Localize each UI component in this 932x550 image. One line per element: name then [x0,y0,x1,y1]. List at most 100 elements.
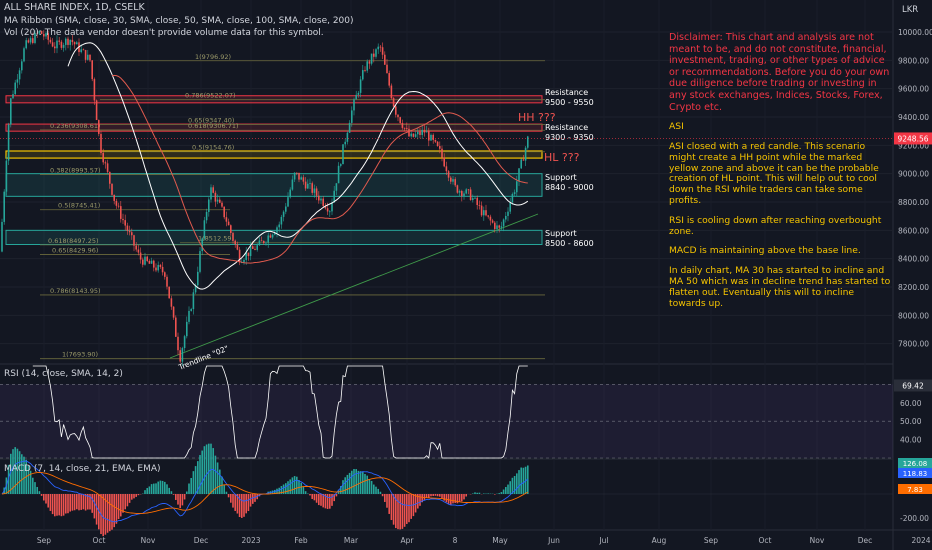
candle-body [122,218,124,221]
macd-hist-bar [122,494,124,513]
candle-body [192,292,195,310]
macd-hist-bar [210,443,212,494]
candle-body [245,252,247,260]
moving-averages [67,42,529,290]
time-tick: Feb [294,536,308,545]
macd-hist-bar [355,469,357,494]
macd-hist-bar [507,484,509,494]
candle-body [311,183,313,193]
candle-body [214,192,217,202]
candle-body [188,310,190,322]
zone-box [5,229,543,245]
candle-body [168,286,170,299]
candle-body [29,38,32,43]
macd-hist-bar [296,476,298,494]
candle-body [296,172,298,174]
disclaimer-text: Disclaimer: This chart and analysis are … [669,32,890,113]
candle-body [390,85,393,99]
macd-hist-bar [452,494,454,504]
macd-hist-bar [153,483,155,494]
macd-hist-bar [463,494,465,500]
macd-hist-bar [76,494,78,510]
candle-body [71,39,74,43]
last-price-value: 9248.56 [897,134,928,143]
fib-label: 0.65(8429.96) [52,246,98,254]
time-tick: Oct [93,536,106,545]
candle-body [210,187,212,200]
candle-body [241,262,243,264]
volume-legend[interactable]: Vol (20): The data vendor doesn't provid… [4,28,324,38]
macd-hist-bar [425,494,428,498]
macd-hist-bar [410,494,412,519]
candle-body [133,235,135,246]
macd-hist-bar [183,494,186,500]
candle-body [410,133,412,137]
candle-body [227,221,230,226]
candle-body [56,40,58,49]
analysis-notes: Disclaimer: This chart and analysis are … [669,32,891,318]
macd-hist-bar [40,494,43,496]
candle-body [487,215,489,217]
time-tick: Dec [194,536,209,545]
macd-hist-bar [252,494,254,504]
candle-body [10,98,12,125]
macd-hist-bar [476,492,478,494]
fib-label: 1(7693.90) [62,351,98,359]
candle-body [254,248,256,250]
time-tick: May [492,536,508,545]
macd-hist-bar [34,482,36,494]
macd-hist-bar [161,480,164,494]
candle-body [256,245,258,250]
macd-hist-bar [12,449,14,494]
candle-body [271,234,274,238]
hh-label: HH ??? [518,111,556,124]
candle-body [69,39,71,45]
last-price-tag [894,132,932,145]
candle-body [474,197,476,199]
candle-body [375,49,377,57]
macd-hist-bar [454,494,456,503]
macd-hist-bar [38,491,41,494]
macd-hist-bar [500,492,503,494]
candle-body [494,222,496,229]
candle-body [353,99,355,111]
macd-hist-bar [47,494,49,508]
candle-body [366,61,368,71]
macd-hist-bar [419,494,421,506]
rsi-line [32,365,528,459]
candle-body [230,225,232,233]
macd-hist-bar [518,470,520,494]
rsi-legend[interactable]: RSI (14, close, SMA, 14, 2) [4,369,123,379]
macd-hist-bar [58,494,60,516]
candle-body [38,31,41,34]
time-tick: 8 [453,536,458,545]
macd-hist-bar [109,494,111,532]
ma-ribbon-legend[interactable]: MA Ribbon (SMA, close, 30, SMA, close, 5… [4,16,354,26]
candle-body [524,147,527,161]
macd-hist-bar [199,455,201,494]
macd-tag1 [898,458,932,468]
fib-label: 0.382(8993.57) [50,167,101,175]
macd-hist-bar [236,494,239,514]
candle-body [469,189,472,201]
fib-label: 0.5(8745.41) [58,202,100,210]
candle-body [458,191,461,193]
macd-hist-bar [483,493,485,494]
candle-body [236,244,239,250]
macd-legend[interactable]: MACD (7, 14, close, 21, EMA, EMA) [4,464,161,474]
notes-title: ASI [669,121,684,133]
macd-hist-bar [159,480,162,494]
fib-label: 1(9796.92) [195,53,231,61]
macd-hist-bar [241,494,243,518]
macd-hist-bar [287,481,289,494]
macd-hist-bar [403,494,406,527]
candle-body [89,54,91,61]
candle-body [417,131,419,135]
symbol-title[interactable]: ALL SHARE INDEX, 1D, CSELK [4,2,145,13]
macd-hist-bar [401,494,404,529]
macd-hist-bar [511,477,514,494]
candle-body [144,256,146,265]
candle-body [269,235,272,238]
candle-body [348,122,351,133]
